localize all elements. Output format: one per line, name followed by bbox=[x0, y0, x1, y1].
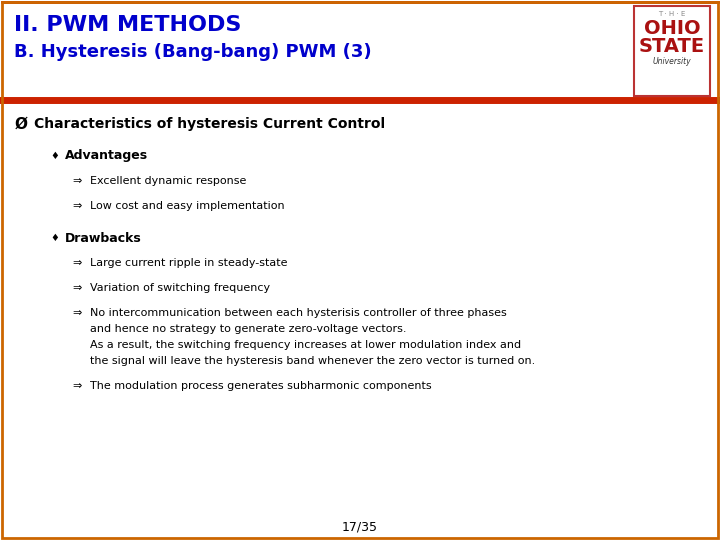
Text: Ø: Ø bbox=[15, 117, 28, 132]
Text: Excellent dynamic response: Excellent dynamic response bbox=[90, 176, 246, 186]
Text: University: University bbox=[653, 57, 691, 65]
Text: ⇒: ⇒ bbox=[72, 176, 81, 186]
Text: OHIO: OHIO bbox=[644, 19, 701, 38]
Text: Large current ripple in steady-state: Large current ripple in steady-state bbox=[90, 258, 287, 268]
Text: ♦: ♦ bbox=[50, 151, 59, 161]
Text: ♦: ♦ bbox=[50, 233, 59, 243]
Text: T · H · E: T · H · E bbox=[658, 11, 685, 17]
Text: Drawbacks: Drawbacks bbox=[65, 232, 142, 245]
Text: 17/35: 17/35 bbox=[342, 521, 378, 534]
Text: As a result, the switching frequency increases at lower modulation index and: As a result, the switching frequency inc… bbox=[90, 340, 521, 350]
Text: Characteristics of hysteresis Current Control: Characteristics of hysteresis Current Co… bbox=[34, 117, 385, 131]
Text: ⇒: ⇒ bbox=[72, 381, 81, 391]
Text: Advantages: Advantages bbox=[65, 150, 148, 163]
Text: the signal will leave the hysteresis band whenever the zero vector is turned on.: the signal will leave the hysteresis ban… bbox=[90, 356, 535, 366]
Text: ⇒: ⇒ bbox=[72, 201, 81, 211]
Text: ⇒: ⇒ bbox=[72, 283, 81, 293]
Text: Variation of switching frequency: Variation of switching frequency bbox=[90, 283, 270, 293]
Text: II. PWM METHODS: II. PWM METHODS bbox=[14, 15, 241, 35]
Bar bbox=[2, 2, 718, 100]
Text: STATE: STATE bbox=[639, 37, 705, 56]
Text: Low cost and easy implementation: Low cost and easy implementation bbox=[90, 201, 284, 211]
Bar bbox=[634, 6, 710, 96]
Text: B. Hysteresis (Bang-bang) PWM (3): B. Hysteresis (Bang-bang) PWM (3) bbox=[14, 43, 372, 61]
Text: ⇒: ⇒ bbox=[72, 258, 81, 268]
Text: No intercommunication between each hysterisis controller of three phases: No intercommunication between each hyste… bbox=[90, 308, 507, 318]
Text: ⇒: ⇒ bbox=[72, 308, 81, 318]
Text: and hence no strategy to generate zero-voltage vectors.: and hence no strategy to generate zero-v… bbox=[90, 324, 407, 334]
Text: The modulation process generates subharmonic components: The modulation process generates subharm… bbox=[90, 381, 431, 391]
